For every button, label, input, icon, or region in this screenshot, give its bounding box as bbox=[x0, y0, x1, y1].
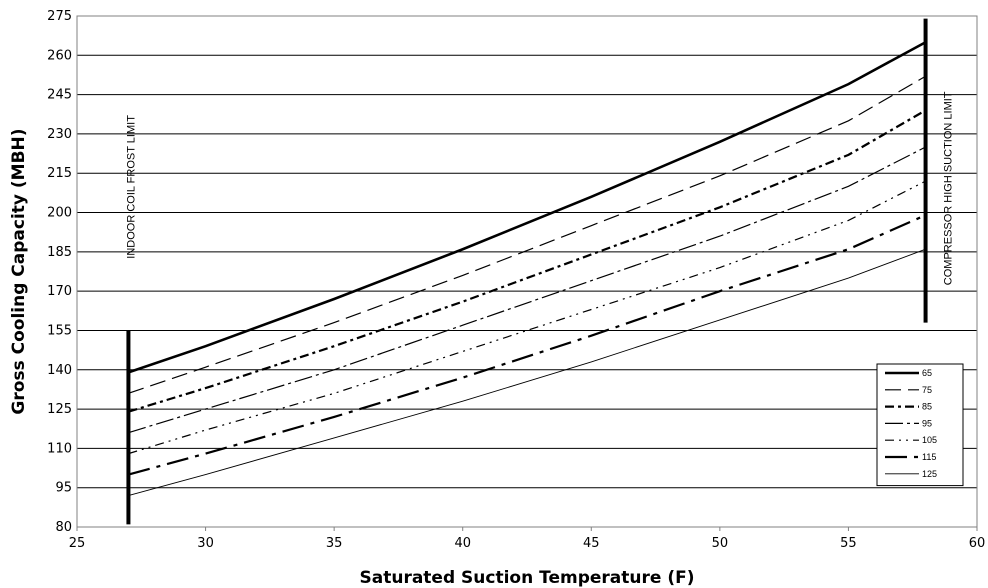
x-tick-label: 40 bbox=[454, 536, 471, 551]
legend-label: 125 bbox=[922, 469, 937, 479]
series-line-125 bbox=[128, 248, 926, 496]
y-tick-label: 80 bbox=[55, 520, 72, 535]
series-line-65 bbox=[128, 41, 927, 374]
legend-label: 75 bbox=[922, 385, 932, 395]
y-tick-label: 110 bbox=[47, 441, 72, 456]
x-tick-label: 25 bbox=[69, 536, 86, 551]
legend-label: 65 bbox=[922, 368, 932, 378]
series-line-115 bbox=[128, 214, 927, 476]
y-tick-label: 245 bbox=[47, 88, 72, 103]
y-axis-title: Gross Cooling Capacity (MBH) bbox=[9, 128, 29, 414]
y-tick-label: 170 bbox=[47, 284, 72, 299]
x-tick-label: 30 bbox=[197, 536, 214, 551]
x-tick-label: 60 bbox=[969, 536, 986, 551]
x-tick-label: 35 bbox=[326, 536, 343, 551]
legend-box bbox=[876, 363, 964, 487]
y-tick-label: 215 bbox=[47, 166, 72, 181]
limit-line-label: COMPRESSOR HIGH SUCTION LIMIT bbox=[943, 91, 955, 285]
series-lines bbox=[128, 41, 927, 496]
y-tick-label: 200 bbox=[47, 206, 72, 221]
series-line-105 bbox=[128, 180, 926, 455]
x-tick-label: 50 bbox=[712, 536, 729, 551]
legend-label: 95 bbox=[922, 418, 932, 428]
x-tick-label: 45 bbox=[583, 536, 600, 551]
y-tick-label: 140 bbox=[47, 363, 72, 378]
y-tick-label: 230 bbox=[47, 127, 72, 142]
x-tick-label: 55 bbox=[840, 536, 857, 551]
y-tick-label: 95 bbox=[55, 481, 72, 496]
y-tick-label: 125 bbox=[47, 402, 72, 417]
plot-area-frame bbox=[76, 15, 978, 528]
x-axis-title: Saturated Suction Temperature (F) bbox=[360, 568, 695, 588]
series-line-95 bbox=[128, 146, 926, 434]
tick-labels: 80 95 110 125 140 155 170 185 200 215 230 245 260 275… bbox=[47, 9, 985, 551]
series-line-85 bbox=[128, 109, 927, 413]
y-tick-label: 155 bbox=[47, 323, 72, 338]
legend: 65 75 85 95 105 115 125 bbox=[876, 363, 964, 487]
y-tick-label: 275 bbox=[47, 9, 72, 24]
legend-label: 105 bbox=[922, 435, 937, 445]
legend-label: 115 bbox=[922, 452, 936, 462]
limit-line-label: INDOOR COIL FROST LIMIT bbox=[125, 115, 137, 259]
limit-lines: INDOOR COIL FROST LIMIT COMPRESSOR HIGH S… bbox=[125, 18, 955, 525]
series-line-75 bbox=[128, 75, 926, 394]
y-tick-label: 185 bbox=[47, 245, 72, 260]
y-tick-label: 260 bbox=[47, 48, 72, 63]
grid-lines bbox=[77, 15, 977, 528]
legend-label: 85 bbox=[922, 402, 932, 412]
